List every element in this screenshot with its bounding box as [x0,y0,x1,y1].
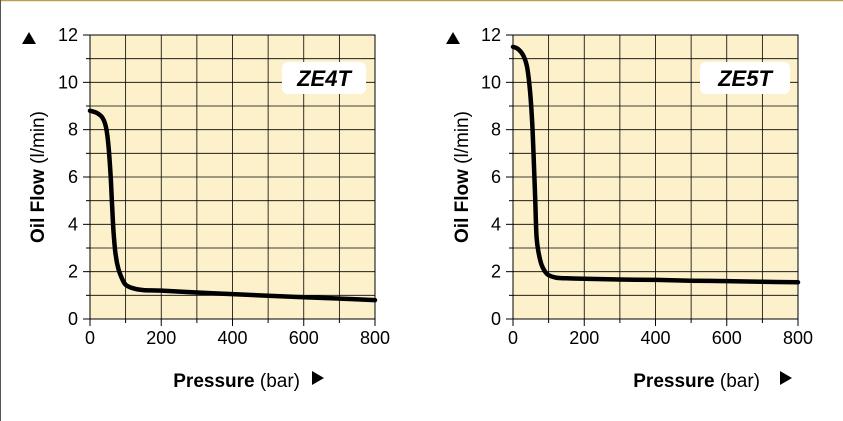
y-tick-label: 12 [481,25,501,45]
y-tick-label: 6 [491,167,501,187]
chart-ze4t: 0 2 4 6 8 10 12 0 200 400 600 800 ZE4T Oil Flow (l… [22,25,390,392]
y-axis-label-unit: (l/min) [452,111,473,169]
series-line [87,108,378,303]
x-tick-label: 800 [360,328,390,348]
x-axis-label-bold: Pressure [173,371,254,392]
x-tick-label: 600 [712,328,742,348]
y-tick-label: 2 [68,262,78,282]
y-axis-label-bold: Oil Flow [452,169,473,243]
y-tick-label: 8 [491,120,501,140]
y-tick-labels: 0 2 4 6 8 10 12 [481,25,501,329]
y-tick-label: 10 [481,72,501,92]
x-tick-labels: 0 200 400 600 800 [85,328,390,348]
x-tick-label: 400 [217,328,247,348]
x-tick-label: 800 [783,328,813,348]
x-axis-label: Pressure (bar) [633,371,760,392]
x-axis-label-unit: (bar) [255,371,300,392]
x-tick-label: 0 [508,328,518,348]
y-tick-labels: 0 2 4 6 8 10 12 [58,25,78,329]
x-axis-arrow-icon [780,371,792,385]
model-badge: ZE4T [296,66,352,91]
x-tick-label: 400 [640,328,670,348]
y-axis-arrow-icon [22,32,36,44]
model-badge-box [282,62,366,94]
y-tick-label: 4 [68,214,78,234]
x-axis-label: Pressure (bar) [173,371,300,392]
series-line [510,44,801,285]
x-tick-label: 200 [146,328,176,348]
flow-curve [510,44,801,285]
y-tick-label: 2 [491,262,501,282]
grid-lines [506,34,799,326]
y-tick-label: 4 [491,214,501,234]
model-badge: ZE5T [717,66,773,91]
x-axis-label-bold: Pressure [633,371,714,392]
y-tick-label: 12 [58,25,78,45]
x-axis-label-unit: (bar) [715,371,760,392]
grid-lines [83,34,376,326]
x-tick-label: 600 [289,328,319,348]
y-axis-label: Oil Flow (l/min) [452,111,473,243]
y-axis-label-unit: (l/min) [28,111,49,169]
y-tick-label: 10 [58,72,78,92]
x-tick-label: 0 [85,328,95,348]
x-tick-labels: 0 200 400 600 800 [508,328,813,348]
chart-ze5t: 0 2 4 6 8 10 12 0 200 400 600 800 ZE5T Oil Flow (l… [446,25,813,392]
x-axis-arrow-icon [312,371,324,385]
y-tick-label: 6 [68,167,78,187]
y-tick-label: 8 [68,120,78,140]
y-axis-label: Oil Flow (l/min) [28,111,49,243]
y-axis-arrow-icon [446,32,460,44]
y-axis-label-bold: Oil Flow [28,169,49,243]
x-tick-label: 200 [569,328,599,348]
y-tick-label: 0 [491,309,501,329]
y-tick-label: 0 [68,309,78,329]
model-badge-box [700,62,790,94]
flow-curve [87,108,378,303]
